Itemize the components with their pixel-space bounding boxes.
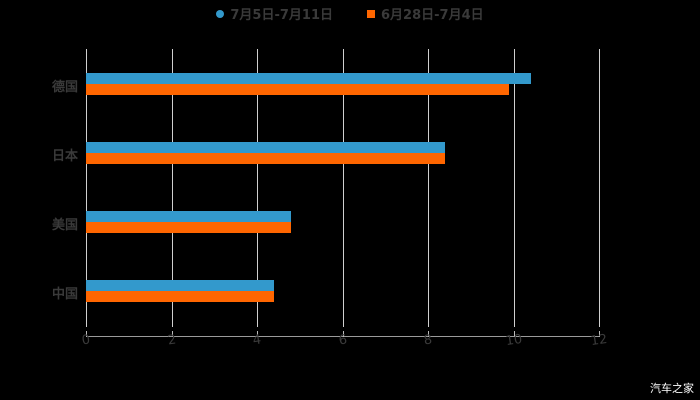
x-tick-label: 8	[422, 332, 434, 349]
legend-circle-icon	[216, 9, 225, 18]
x-tick	[599, 331, 600, 337]
x-tick	[257, 331, 258, 337]
plot-area	[86, 49, 600, 337]
x-tick-label: 10	[504, 331, 523, 350]
bar-current-week[interactable]	[86, 211, 292, 222]
legend-square-icon	[367, 9, 375, 18]
bar-current-week[interactable]	[86, 280, 275, 291]
x-tick	[428, 331, 429, 337]
x-tick-label: 12	[589, 331, 609, 350]
x-tick	[513, 331, 515, 337]
x-tick-label: 4	[251, 332, 263, 349]
bar-current-week[interactable]	[86, 73, 531, 84]
bar-previous-week[interactable]	[86, 222, 292, 233]
gridline	[599, 49, 600, 327]
bar-previous-week[interactable]	[86, 153, 446, 164]
legend-item-series-2[interactable]: 6月28日-7月4日	[367, 4, 484, 23]
x-tick-label: 2	[166, 332, 177, 349]
x-tick	[342, 331, 344, 337]
x-tick	[171, 331, 173, 337]
category-label: 日本	[51, 149, 78, 164]
chart-legend: 7月5日-7月11日 6月28日-7月4日	[0, 4, 700, 23]
bar-previous-week[interactable]	[86, 291, 275, 302]
legend-label: 6月28日-7月4日	[381, 8, 484, 23]
gridline	[342, 49, 344, 327]
watermark: 汽车之家	[650, 382, 694, 395]
gridline	[257, 49, 258, 327]
gridline	[428, 49, 429, 327]
category-label: 德国	[51, 80, 78, 95]
gridline	[171, 49, 173, 327]
x-tick	[86, 331, 87, 337]
legend-item-series-1[interactable]: 7月5日-7月11日	[216, 4, 333, 23]
gridline	[513, 49, 515, 327]
x-tick-label: 6	[337, 332, 348, 349]
bar-current-week[interactable]	[86, 142, 446, 153]
category-label: 中国	[51, 287, 78, 302]
legend-label: 7月5日-7月11日	[230, 8, 333, 23]
category-label: 美国	[51, 218, 78, 233]
y-axis-line	[86, 49, 87, 327]
x-tick-label: 0	[80, 332, 92, 349]
bar-previous-week[interactable]	[86, 84, 510, 95]
